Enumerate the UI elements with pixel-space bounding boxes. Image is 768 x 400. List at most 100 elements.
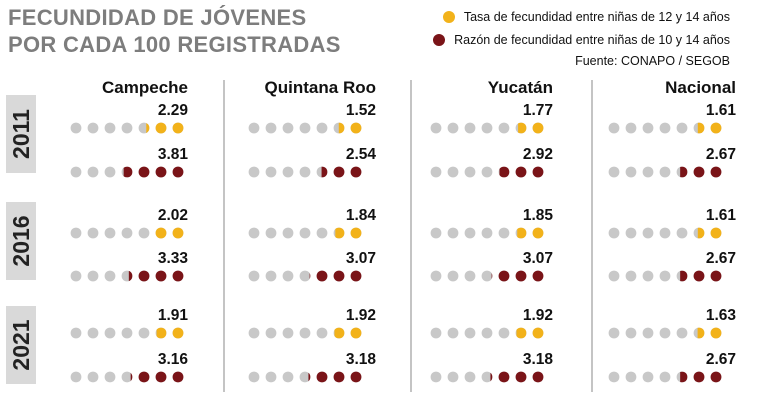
dot-empty: [642, 227, 654, 239]
dot-empty: [248, 166, 260, 178]
dot-row-tasa-2021-3: [608, 327, 722, 339]
dot-tasa: [710, 227, 722, 239]
dot-razon: [138, 166, 150, 178]
dot-razon: [350, 270, 362, 282]
dot-row-razon-2021-0: [70, 371, 184, 383]
dot-row-tasa-2016-3: [608, 227, 722, 239]
value-label-razon: 3.07: [346, 250, 376, 267]
dot-row-tasa-2011-0: [70, 122, 184, 134]
dot-empty: [104, 166, 116, 178]
dot-empty: [447, 166, 459, 178]
dot-empty: [447, 327, 459, 339]
dot-empty: [70, 227, 82, 239]
dot-empty: [608, 122, 620, 134]
dot-razon-partial: [308, 372, 311, 382]
dot-empty: [104, 371, 116, 383]
dot-empty: [642, 371, 654, 383]
dot-empty: [608, 371, 620, 383]
dot-empty: [464, 166, 476, 178]
value-label-razon: 2.67: [706, 146, 736, 163]
dot-empty: [70, 122, 82, 134]
value-label-razon: 2.92: [523, 146, 553, 163]
dot-empty: [248, 227, 260, 239]
dot-empty: [282, 227, 294, 239]
dot-razon-partial: [491, 273, 493, 279]
dot-razon: [350, 166, 362, 178]
dot-empty: [299, 122, 311, 134]
legend-dot-razon-icon: [433, 34, 446, 46]
dot-empty: [87, 166, 99, 178]
dot-empty: [265, 122, 277, 134]
dot-razon-partial: [309, 273, 311, 279]
dot-razon: [515, 371, 527, 383]
dot-razon-partial: [130, 373, 133, 381]
year-band: [6, 95, 36, 173]
dot-empty: [481, 371, 493, 383]
dot-row-tasa-2016-2: [430, 227, 544, 239]
value-label-tasa: 1.92: [346, 307, 376, 324]
dot-razon: [172, 166, 184, 178]
dot-empty: [447, 270, 459, 282]
dot-empty: [608, 166, 620, 178]
dot-row-razon-2011-3: [608, 166, 722, 178]
dot-empty: [659, 327, 671, 339]
value-label-razon: 3.81: [158, 146, 189, 163]
dot-tasa: [155, 227, 167, 239]
dot-empty: [659, 122, 671, 134]
dot-empty: [87, 371, 99, 383]
dot-empty: [447, 371, 459, 383]
dot-empty: [481, 270, 493, 282]
dot-tasa-partial: [334, 327, 345, 339]
dot-razon: [316, 371, 328, 383]
dot-empty: [464, 122, 476, 134]
dot-empty: [87, 327, 99, 339]
dot-empty: [659, 227, 671, 239]
dot-empty: [87, 270, 99, 282]
dot-razon: [155, 270, 167, 282]
value-label-tasa: 1.61: [706, 207, 737, 224]
dot-razon: [515, 166, 527, 178]
dot-empty: [299, 227, 311, 239]
value-label-razon: 2.67: [706, 250, 736, 267]
dot-empty: [625, 371, 637, 383]
dot-tasa-partial: [518, 122, 527, 134]
dot-tasa: [350, 122, 362, 134]
dot-empty: [430, 166, 442, 178]
dot-tasa-partial: [697, 122, 705, 134]
dot-empty: [299, 270, 311, 282]
dot-razon: [710, 166, 722, 178]
dot-empty: [282, 327, 294, 339]
dot-razon: [498, 371, 510, 383]
dot-razon-partial: [128, 270, 133, 282]
dot-row-razon-2021-1: [248, 371, 362, 383]
dot-empty: [464, 371, 476, 383]
dot-row-razon-2011-2: [430, 166, 544, 178]
dot-row-tasa-2021-1: [248, 327, 362, 339]
dot-razon-partial: [123, 166, 133, 178]
dot-empty: [608, 227, 620, 239]
dot-tasa: [532, 122, 544, 134]
dot-razon: [155, 166, 167, 178]
dot-razon: [532, 371, 544, 383]
dot-razon: [333, 371, 345, 383]
dot-empty: [447, 227, 459, 239]
dot-empty: [248, 327, 260, 339]
dot-empty: [138, 327, 150, 339]
dot-empty: [430, 227, 442, 239]
year-label-2021: 2021: [8, 319, 34, 370]
column-header-2: Yucatán: [488, 78, 553, 97]
dot-row-razon-2011-0: [70, 166, 184, 178]
dot-row-razon-2011-1: [248, 166, 362, 178]
dot-empty: [642, 166, 654, 178]
dot-tasa: [172, 327, 184, 339]
dot-empty: [121, 327, 133, 339]
dot-razon: [316, 270, 328, 282]
value-label-razon: 3.16: [158, 351, 189, 368]
dot-empty: [676, 227, 688, 239]
dot-empty: [316, 122, 328, 134]
legend-label-razon: Razón de fecundidad entre niñas de 10 y …: [454, 33, 730, 47]
dot-empty: [481, 327, 493, 339]
dot-razon: [350, 371, 362, 383]
dot-razon-partial: [680, 371, 688, 383]
dot-razon-partial: [321, 166, 328, 178]
